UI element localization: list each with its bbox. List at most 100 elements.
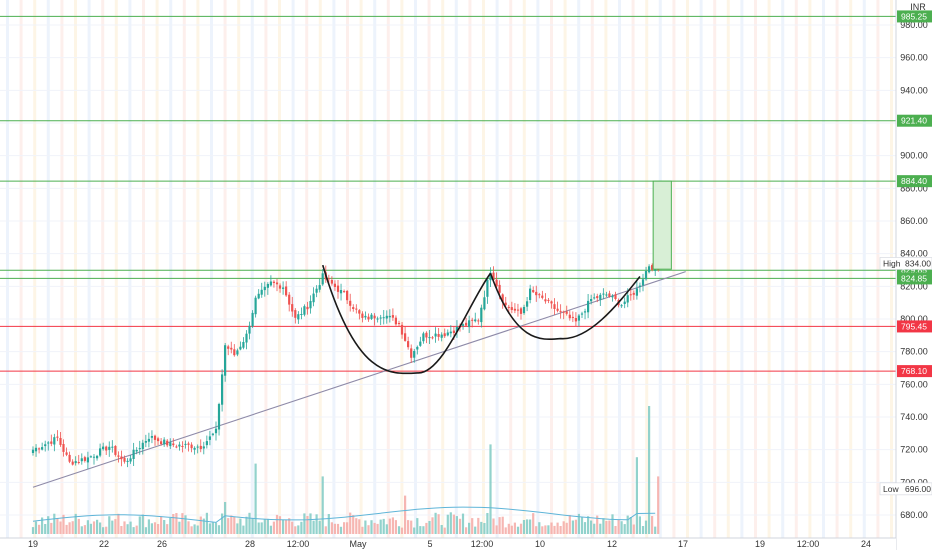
candle-body <box>565 311 568 314</box>
price-tick-label: 720.00 <box>900 445 928 455</box>
volume-bar <box>129 521 132 534</box>
candle-body <box>553 304 556 309</box>
level-price-tag <box>897 175 932 188</box>
level-price-label: 985.25 <box>901 11 927 21</box>
candle-body <box>120 456 123 460</box>
volume-bar <box>559 526 562 534</box>
volume-bar <box>632 524 635 534</box>
candle-body <box>452 330 455 333</box>
volume-bar <box>364 520 367 534</box>
candle-body <box>150 436 153 438</box>
candle-body <box>327 278 330 280</box>
candle-body <box>538 294 541 296</box>
session-band <box>726 0 730 538</box>
price-tick-label: 800.00 <box>900 314 928 324</box>
candle-body <box>221 374 224 405</box>
candle-body <box>187 443 190 445</box>
volume-bar <box>47 516 50 534</box>
candle-body <box>41 447 44 450</box>
candle-body <box>138 448 141 450</box>
session-band <box>155 0 159 538</box>
volume-bar <box>260 522 263 534</box>
volume-bar <box>169 518 172 534</box>
session-band <box>536 0 540 538</box>
volume-bar <box>599 523 602 534</box>
volume-bar <box>44 524 47 534</box>
volume-bar <box>461 513 465 534</box>
session-band <box>6 0 9 538</box>
volume-bar <box>114 519 117 534</box>
volume-bar <box>587 516 590 534</box>
time-tick-label: 12 <box>607 539 617 549</box>
volume-bar <box>254 463 257 534</box>
session-band <box>740 0 744 538</box>
candle-body <box>547 299 550 301</box>
price-tick-label: 700.00 <box>900 477 928 487</box>
low-label-box <box>879 482 932 496</box>
volume-bar <box>611 514 614 534</box>
volume-bar <box>157 524 160 534</box>
session-band <box>291 0 295 538</box>
candle-body <box>132 449 135 459</box>
volume-bar <box>263 519 266 534</box>
session-band <box>264 0 268 538</box>
candle-body <box>260 289 263 295</box>
session-band <box>305 0 309 538</box>
candle-body <box>382 317 385 319</box>
time-tick-label: 17 <box>678 539 688 549</box>
volume-bar <box>99 522 102 534</box>
candle-body <box>336 285 340 292</box>
candle-body <box>108 446 111 450</box>
volume-bar <box>53 513 56 534</box>
price-axis-ticks: 980.00960.00940.00920.00900.00880.00860.… <box>900 20 928 520</box>
time-tick-label: 22 <box>99 539 109 549</box>
volume-bar <box>468 522 471 534</box>
candle-body <box>44 444 47 447</box>
volume-bar <box>635 457 638 534</box>
time-tick-label: May <box>349 539 367 549</box>
volume-bar <box>269 525 272 534</box>
volume-bar <box>538 522 541 534</box>
volume-bar <box>501 516 504 534</box>
candle-body <box>157 438 160 442</box>
candle-body <box>526 301 529 307</box>
volume-bar <box>449 512 452 534</box>
volume-bar <box>519 523 523 534</box>
volume-bar <box>568 515 571 534</box>
candle-body <box>135 450 138 452</box>
candle-body <box>175 446 178 448</box>
volume-bar <box>550 522 553 534</box>
volume-bar <box>388 518 391 534</box>
volume-bar <box>532 513 535 534</box>
price-tick-label: 840.00 <box>900 249 928 259</box>
candle-body <box>635 288 638 296</box>
price-tick-label: 940.00 <box>900 85 928 95</box>
volume-bar <box>31 527 35 534</box>
volume-bar <box>282 519 285 534</box>
volume-bar <box>178 521 181 534</box>
volume-bar <box>526 519 529 534</box>
level-price-tag <box>897 320 932 333</box>
volume-bar <box>602 518 605 534</box>
candle-body <box>535 291 538 296</box>
volume-bar <box>184 515 187 534</box>
candle-body <box>199 445 202 450</box>
session-band <box>754 0 757 538</box>
session-band <box>495 0 499 538</box>
candle-body <box>68 454 71 462</box>
candle-body <box>312 293 315 303</box>
volume-bar <box>117 513 120 534</box>
session-band <box>400 0 404 538</box>
volume-bar <box>96 519 99 534</box>
volume-bar <box>397 526 401 534</box>
candle-body <box>529 288 532 300</box>
volume-bar <box>583 522 587 534</box>
volume-bar <box>50 522 53 534</box>
volume-bar <box>62 514 65 534</box>
time-axis[interactable] <box>0 538 896 550</box>
candle-body <box>385 315 388 319</box>
volume-bar <box>510 525 513 534</box>
volume-bar <box>580 517 584 534</box>
candle-body <box>306 306 309 310</box>
